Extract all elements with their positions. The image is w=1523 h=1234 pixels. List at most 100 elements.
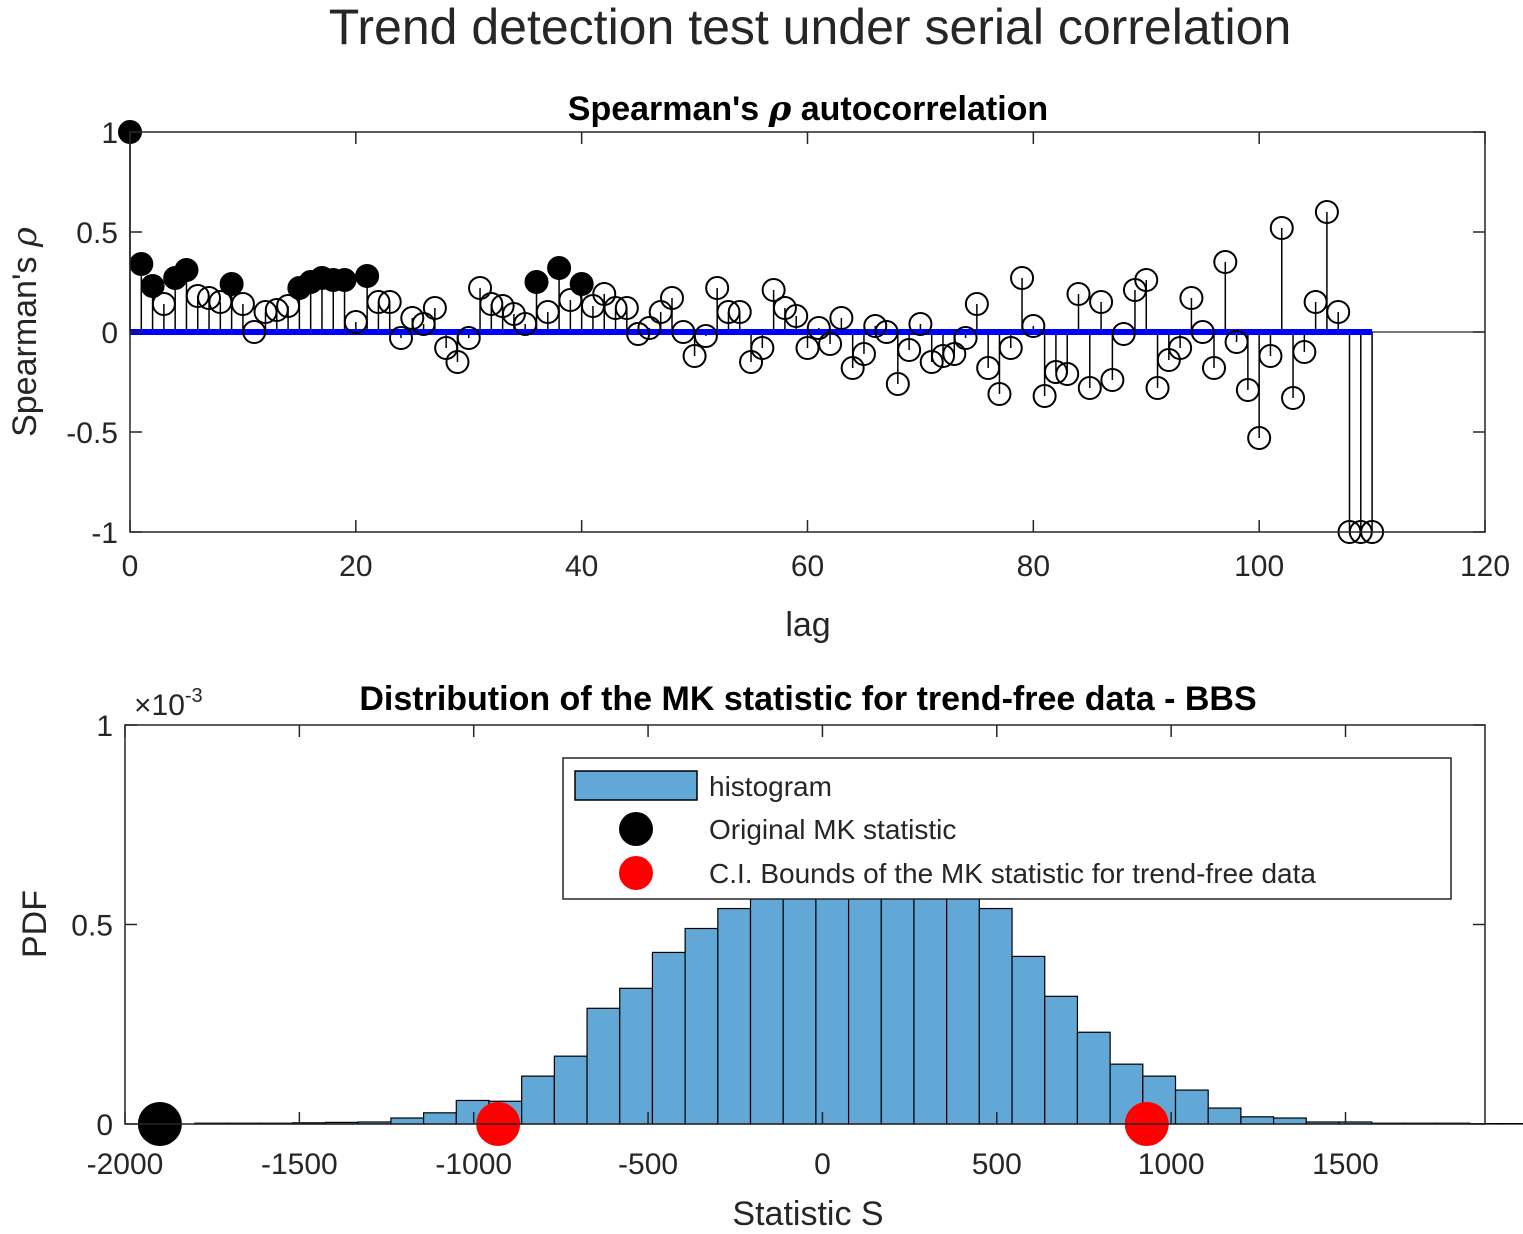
- acf-point: [1055, 362, 1080, 386]
- legend: histogram Original MK statistic C.I. Bou…: [562, 757, 1452, 900]
- acf-point: [998, 336, 1023, 360]
- acf-point: [682, 344, 707, 368]
- hist-bar: [749, 891, 784, 1125]
- acf-point: [1043, 360, 1068, 384]
- acf-point-significant: [174, 258, 199, 282]
- acf-y-tick-label: 1: [101, 117, 118, 150]
- hist-x-tick-label: -1500: [261, 1148, 338, 1181]
- hist-bar: [390, 1117, 425, 1125]
- acf-point: [750, 336, 775, 360]
- legend-ci-marker: [619, 856, 653, 890]
- acf-point: [1021, 314, 1046, 338]
- acf-x-axis-label: lag: [785, 606, 830, 644]
- acf-point: [1235, 378, 1260, 402]
- hist-bar: [619, 987, 654, 1125]
- acf-point-significant: [140, 274, 165, 298]
- acf-point: [479, 292, 504, 316]
- acf-point: [964, 292, 989, 316]
- acf-x-tick-label: 20: [339, 550, 372, 583]
- legend-histogram-label: histogram: [709, 771, 832, 802]
- hist-bar: [847, 891, 882, 1125]
- hist-bar: [521, 1075, 555, 1125]
- acf-point-significant: [524, 270, 549, 294]
- acf-point: [411, 312, 436, 336]
- acf-point: [445, 350, 470, 374]
- acf-point: [919, 350, 944, 374]
- hist-bar: [651, 951, 686, 1125]
- acf-point: [230, 292, 255, 316]
- acf-point: [829, 306, 854, 330]
- acf-x-tick-label: 80: [1017, 550, 1050, 583]
- hist-bar: [1240, 1116, 1275, 1125]
- acf-point: [705, 276, 730, 300]
- acf-point-significant: [129, 252, 154, 276]
- acf-point: [1224, 330, 1249, 354]
- acf-point: [987, 382, 1012, 406]
- acf-point-significant: [355, 264, 380, 288]
- hist-x-tick-label: 500: [972, 1148, 1022, 1181]
- acf-point: [366, 290, 391, 314]
- acf-point: [614, 296, 639, 320]
- acf-point: [1077, 376, 1102, 400]
- acf-point: [795, 336, 820, 360]
- acf-point: [851, 342, 876, 366]
- legend-histogram-swatch: [574, 770, 698, 801]
- acf-point: [1281, 386, 1306, 410]
- acf-point: [253, 300, 278, 324]
- hist-bar: [946, 891, 980, 1125]
- acf-point: [1190, 320, 1215, 344]
- acf-point: [276, 294, 301, 318]
- acf-point: [863, 314, 888, 338]
- hist-x-axis-label: Statistic S: [732, 1195, 883, 1233]
- legend-original-marker: [619, 812, 653, 846]
- hist-bar: [1044, 995, 1079, 1125]
- acf-point: [716, 300, 741, 324]
- acf-point: [185, 284, 210, 308]
- hist-x-tick-label: 0: [814, 1148, 831, 1181]
- hist-title: Distribution of the MK statistic for tre…: [359, 680, 1256, 718]
- hist-bar: [978, 907, 1013, 1125]
- acf-point: [818, 332, 843, 356]
- acf-y-tick-label: 0: [101, 317, 118, 350]
- hist-y-tick-label: 0.5: [71, 910, 113, 943]
- hist-bar: [684, 927, 719, 1125]
- acf-point: [1032, 384, 1057, 408]
- acf-x-tick-label: 0: [122, 550, 139, 583]
- acf-point: [1258, 344, 1283, 368]
- hist-bar: [586, 1007, 621, 1125]
- acf-point: [931, 344, 955, 368]
- acf-point: [1100, 368, 1125, 392]
- acf-point: [1326, 300, 1351, 324]
- legend-original-label: Original MK statistic: [709, 814, 956, 845]
- acf-point-significant: [547, 256, 572, 280]
- acf-x-tick-label: 120: [1460, 550, 1510, 583]
- acf-point: [377, 290, 402, 314]
- acf-y-tick-label: 0.5: [76, 217, 118, 250]
- acf-point: [784, 304, 809, 328]
- acf-point-significant: [569, 272, 594, 296]
- acf-point: [626, 322, 651, 346]
- acf-point: [1314, 200, 1339, 224]
- hist-x-tick-label: -500: [618, 1148, 678, 1181]
- acf-y-axis-label: Spearman's ρ: [5, 227, 45, 437]
- acf-point: [908, 312, 933, 336]
- acf-point: [660, 286, 684, 310]
- acf-point: [264, 298, 289, 322]
- acf-point: [761, 278, 786, 302]
- hist-y-exponent: ×10-3: [134, 685, 203, 722]
- acf-point: [1134, 268, 1159, 292]
- acf-point: [1247, 426, 1272, 450]
- acf-point: [1089, 290, 1114, 314]
- histogram-panel: Distribution of the MK statistic for tre…: [16, 680, 1523, 1233]
- hist-bar: [913, 891, 948, 1125]
- acf-point: [343, 310, 368, 334]
- legend-box: [562, 757, 1452, 900]
- acf-point: [603, 296, 628, 320]
- acf-point: [976, 356, 1001, 380]
- acf-point: [558, 288, 583, 312]
- acf-point: [897, 338, 922, 362]
- hist-bar: [782, 891, 817, 1125]
- acf-x-tick-label: 60: [791, 550, 824, 583]
- acf-point: [1066, 282, 1091, 306]
- acf-point: [1292, 340, 1317, 364]
